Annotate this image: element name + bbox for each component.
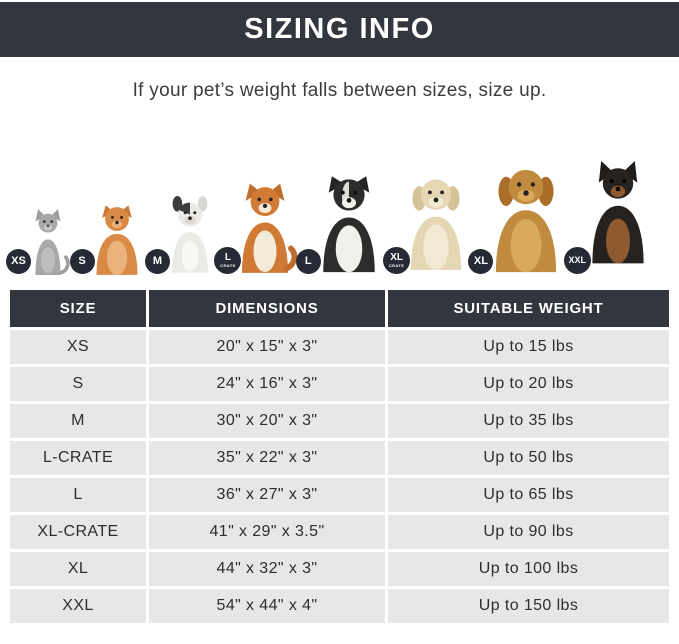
table-cell-size: XL-CRATE (10, 515, 146, 549)
pet-doberman: XXL (563, 150, 663, 276)
table-cell-size: M (10, 404, 146, 438)
table-cell-weight: Up to 20 lbs (388, 367, 669, 401)
page-title: SIZING INFO (244, 13, 435, 45)
size-badge-l-crate: L CRATE (214, 247, 242, 274)
size-badge-xxl: XXL (563, 247, 591, 274)
column-header-suitable-weight: SUITABLE WEIGHT (388, 290, 669, 327)
table-cell-size: XXL (10, 589, 146, 623)
size-badge-label: XXL (568, 255, 586, 265)
table-cell-dimensions: 36" x 27" x 3" (149, 478, 385, 512)
table-cell-weight: Up to 15 lbs (388, 330, 669, 364)
size-badge-s: S (69, 249, 95, 274)
table-cell-weight: Up to 150 lbs (388, 589, 669, 623)
pet-golden-retriever: XL (468, 160, 573, 276)
table-cell-dimensions: 30" x 20" x 3" (149, 404, 385, 438)
pet-border-collie: L (295, 170, 393, 276)
golden-retriever-illustration (495, 169, 557, 273)
table-cell-size: L-CRATE (10, 441, 146, 475)
size-badge-sublabel: CRATE (220, 263, 236, 268)
table-cell-dimensions: 24" x 16" x 3" (149, 367, 385, 401)
table-cell-size: XL (10, 552, 146, 586)
size-badge-label: L (224, 252, 231, 263)
border-collie-illustration (323, 176, 376, 273)
table-cell-dimensions: 54" x 44" x 4" (149, 589, 385, 623)
pet-size-illustrations: XS S (6, 114, 663, 276)
size-badge-label: M (152, 255, 163, 267)
table-cell-dimensions: 41" x 29" x 3.5" (149, 515, 385, 549)
size-badge-label: XS (11, 255, 26, 267)
pet-cat: XS (6, 208, 80, 276)
size-badge-xl-crate: XL CRATE (383, 247, 411, 274)
pet-pomeranian: S (69, 202, 155, 276)
size-badge-sublabel: CRATE (388, 263, 405, 268)
size-badge-m: M (144, 249, 170, 274)
size-badge-label: XL (390, 252, 403, 263)
pet-shiba-inu: L CRATE (214, 179, 305, 276)
table-cell-dimensions: 44" x 32" x 3" (149, 552, 385, 586)
pet-labrador: XL CRATE (383, 168, 478, 276)
french-bulldog-illustration (171, 196, 208, 273)
shiba-inu-illustration (242, 183, 298, 273)
table-cell-dimensions: 35" x 22" x 3" (149, 441, 385, 475)
doberman-illustration (592, 161, 644, 264)
subtitle-text: If your pet’s weight falls between sizes… (132, 80, 547, 101)
size-badge-l: L (295, 249, 321, 274)
pomeranian-illustration (96, 205, 138, 275)
pet-french-bulldog: M (144, 194, 224, 276)
size-badge-label: S (78, 255, 86, 267)
table-cell-size: L (10, 478, 146, 512)
column-header-size: SIZE (10, 290, 146, 327)
table-cell-weight: Up to 65 lbs (388, 478, 669, 512)
sizing-table: SIZE DIMENSIONS SUITABLE WEIGHT XS 20" x… (10, 290, 669, 623)
header-bar: SIZING INFO (0, 2, 679, 57)
table-cell-weight: Up to 100 lbs (388, 552, 669, 586)
table-cell-dimensions: 20" x 15" x 3" (149, 330, 385, 364)
size-badge-xs: XS (6, 249, 31, 274)
table-cell-weight: Up to 50 lbs (388, 441, 669, 475)
table-cell-weight: Up to 90 lbs (388, 515, 669, 549)
table-cell-size: XS (10, 330, 146, 364)
table-cell-size: S (10, 367, 146, 401)
size-badge-label: XL (473, 255, 488, 267)
table-cell-weight: Up to 35 lbs (388, 404, 669, 438)
column-header-dimensions: DIMENSIONS (149, 290, 385, 327)
size-badge-label: L (304, 255, 312, 267)
size-badge-xl: XL (468, 249, 494, 274)
cat-illustration (35, 209, 70, 275)
labrador-illustration (410, 179, 461, 270)
